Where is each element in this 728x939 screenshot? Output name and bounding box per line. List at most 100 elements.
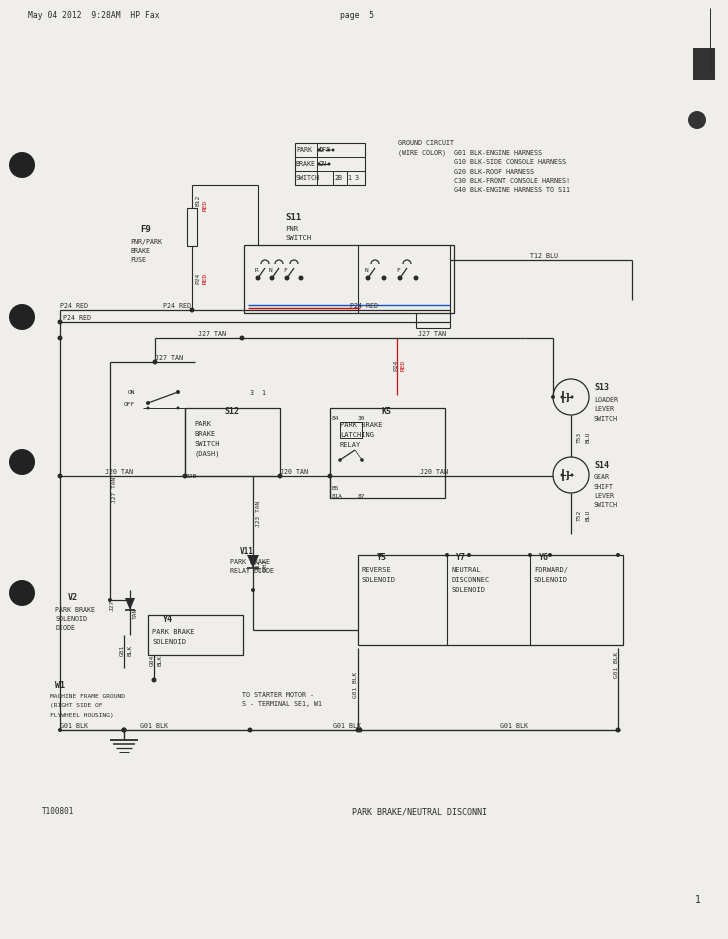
Text: 81A: 81A bbox=[332, 495, 343, 500]
Text: SOLENOID: SOLENOID bbox=[55, 616, 87, 622]
Circle shape bbox=[548, 553, 552, 557]
Text: T100801: T100801 bbox=[42, 808, 74, 817]
Bar bbox=[330, 408, 445, 498]
Text: PARK BRAKE/NEUTRAL DISCONNI: PARK BRAKE/NEUTRAL DISCONNI bbox=[352, 808, 487, 817]
Text: N: N bbox=[365, 268, 369, 272]
Text: C30 BLK-FRONT CONSOLE HARNES!: C30 BLK-FRONT CONSOLE HARNES! bbox=[398, 178, 570, 184]
Circle shape bbox=[528, 553, 532, 557]
Text: Y4: Y4 bbox=[162, 615, 172, 624]
Circle shape bbox=[240, 335, 245, 341]
Text: RED: RED bbox=[203, 199, 208, 210]
Text: G01: G01 bbox=[120, 644, 125, 655]
Text: J23 TAN: J23 TAN bbox=[256, 500, 261, 527]
Text: BLU: BLU bbox=[585, 509, 590, 520]
Text: GEAR: GEAR bbox=[594, 474, 610, 480]
Text: S - TERMINAL SE1, W1: S - TERMINAL SE1, W1 bbox=[242, 701, 322, 707]
Text: MACHINE FRAME GROUND: MACHINE FRAME GROUND bbox=[50, 695, 125, 700]
Text: 87: 87 bbox=[358, 495, 365, 500]
Text: FNR/PARK: FNR/PARK bbox=[130, 239, 162, 245]
Text: RELAY: RELAY bbox=[340, 442, 361, 448]
Circle shape bbox=[277, 473, 282, 479]
Circle shape bbox=[414, 275, 419, 281]
Circle shape bbox=[122, 728, 127, 732]
Text: PARK BRAKE: PARK BRAKE bbox=[152, 629, 194, 635]
Circle shape bbox=[331, 148, 334, 151]
Text: G20 BLK-ROOF HARNESS: G20 BLK-ROOF HARNESS bbox=[398, 168, 534, 175]
Circle shape bbox=[108, 598, 112, 602]
Text: SWITCH: SWITCH bbox=[594, 416, 618, 422]
Text: LATCHING: LATCHING bbox=[340, 432, 374, 438]
Text: GROUND CIRCUIT: GROUND CIRCUIT bbox=[398, 140, 454, 146]
Circle shape bbox=[616, 553, 620, 557]
Text: J27 TAN: J27 TAN bbox=[112, 477, 117, 503]
Circle shape bbox=[122, 728, 127, 732]
Text: P24 RED: P24 RED bbox=[63, 315, 91, 321]
Text: S13: S13 bbox=[594, 383, 609, 393]
Text: May 04 2012  9:28AM  HP Fax: May 04 2012 9:28AM HP Fax bbox=[28, 11, 159, 21]
Text: BRAKE: BRAKE bbox=[296, 161, 316, 167]
Circle shape bbox=[360, 458, 364, 462]
Circle shape bbox=[176, 407, 180, 409]
Text: W1: W1 bbox=[55, 681, 65, 689]
Circle shape bbox=[151, 678, 157, 683]
Text: RED: RED bbox=[401, 360, 406, 371]
Bar bbox=[148, 615, 243, 655]
Text: SOLENOID: SOLENOID bbox=[452, 587, 486, 593]
Text: P24 RED: P24 RED bbox=[350, 303, 378, 309]
Text: BLU: BLU bbox=[585, 431, 590, 442]
Circle shape bbox=[551, 395, 555, 399]
Text: WHI: WHI bbox=[263, 560, 268, 571]
Circle shape bbox=[183, 473, 188, 479]
Text: FORWARD/: FORWARD/ bbox=[534, 567, 568, 573]
Text: G04: G04 bbox=[150, 654, 155, 666]
Circle shape bbox=[9, 449, 35, 475]
Text: PARK BRAKE: PARK BRAKE bbox=[55, 607, 95, 613]
Circle shape bbox=[355, 728, 360, 732]
Circle shape bbox=[378, 553, 382, 557]
Circle shape bbox=[615, 728, 620, 732]
Circle shape bbox=[152, 360, 157, 364]
Text: F: F bbox=[283, 268, 287, 272]
Text: J2B: J2B bbox=[186, 473, 197, 479]
Text: PARK BRAKE: PARK BRAKE bbox=[340, 422, 382, 428]
Text: BRAKE: BRAKE bbox=[194, 431, 215, 437]
Text: page  5: page 5 bbox=[340, 11, 374, 21]
Text: 30: 30 bbox=[358, 415, 365, 421]
Circle shape bbox=[248, 728, 253, 732]
Text: J02: J02 bbox=[256, 560, 261, 571]
Text: 1: 1 bbox=[695, 895, 701, 905]
Text: DIODE: DIODE bbox=[55, 625, 75, 631]
Text: R: R bbox=[255, 268, 258, 272]
Bar bbox=[244, 245, 454, 313]
Text: G01 BLK: G01 BLK bbox=[333, 723, 361, 729]
Text: V11: V11 bbox=[240, 547, 254, 557]
Text: 2B: 2B bbox=[334, 175, 342, 181]
Text: SHIFT: SHIFT bbox=[594, 484, 614, 490]
Text: P24 RED: P24 RED bbox=[163, 303, 191, 309]
Text: 84: 84 bbox=[332, 415, 339, 421]
Text: B12: B12 bbox=[195, 194, 200, 206]
Circle shape bbox=[58, 335, 63, 341]
Text: J27 TAN: J27 TAN bbox=[198, 331, 226, 337]
Text: G01 BLK: G01 BLK bbox=[60, 723, 88, 729]
Circle shape bbox=[9, 304, 35, 330]
Circle shape bbox=[128, 598, 132, 602]
Text: V2: V2 bbox=[68, 593, 78, 603]
Text: J20 TAN: J20 TAN bbox=[105, 469, 133, 475]
Text: G01 BLK: G01 BLK bbox=[353, 672, 358, 698]
Text: S11: S11 bbox=[285, 213, 301, 223]
Circle shape bbox=[285, 275, 290, 281]
Text: F9: F9 bbox=[140, 225, 151, 235]
Circle shape bbox=[328, 162, 331, 165]
Text: Y6: Y6 bbox=[538, 553, 548, 562]
Text: DISCONNEC: DISCONNEC bbox=[452, 577, 490, 583]
Circle shape bbox=[269, 275, 274, 281]
Text: PARK: PARK bbox=[194, 421, 211, 427]
Text: (RIGHT SIDE OF: (RIGHT SIDE OF bbox=[50, 703, 103, 709]
Circle shape bbox=[146, 401, 150, 405]
Text: J27 TAN: J27 TAN bbox=[418, 331, 446, 337]
Text: ON: ON bbox=[319, 161, 327, 167]
Polygon shape bbox=[125, 598, 135, 610]
Text: Y7: Y7 bbox=[455, 553, 465, 562]
Bar bbox=[340, 422, 362, 438]
